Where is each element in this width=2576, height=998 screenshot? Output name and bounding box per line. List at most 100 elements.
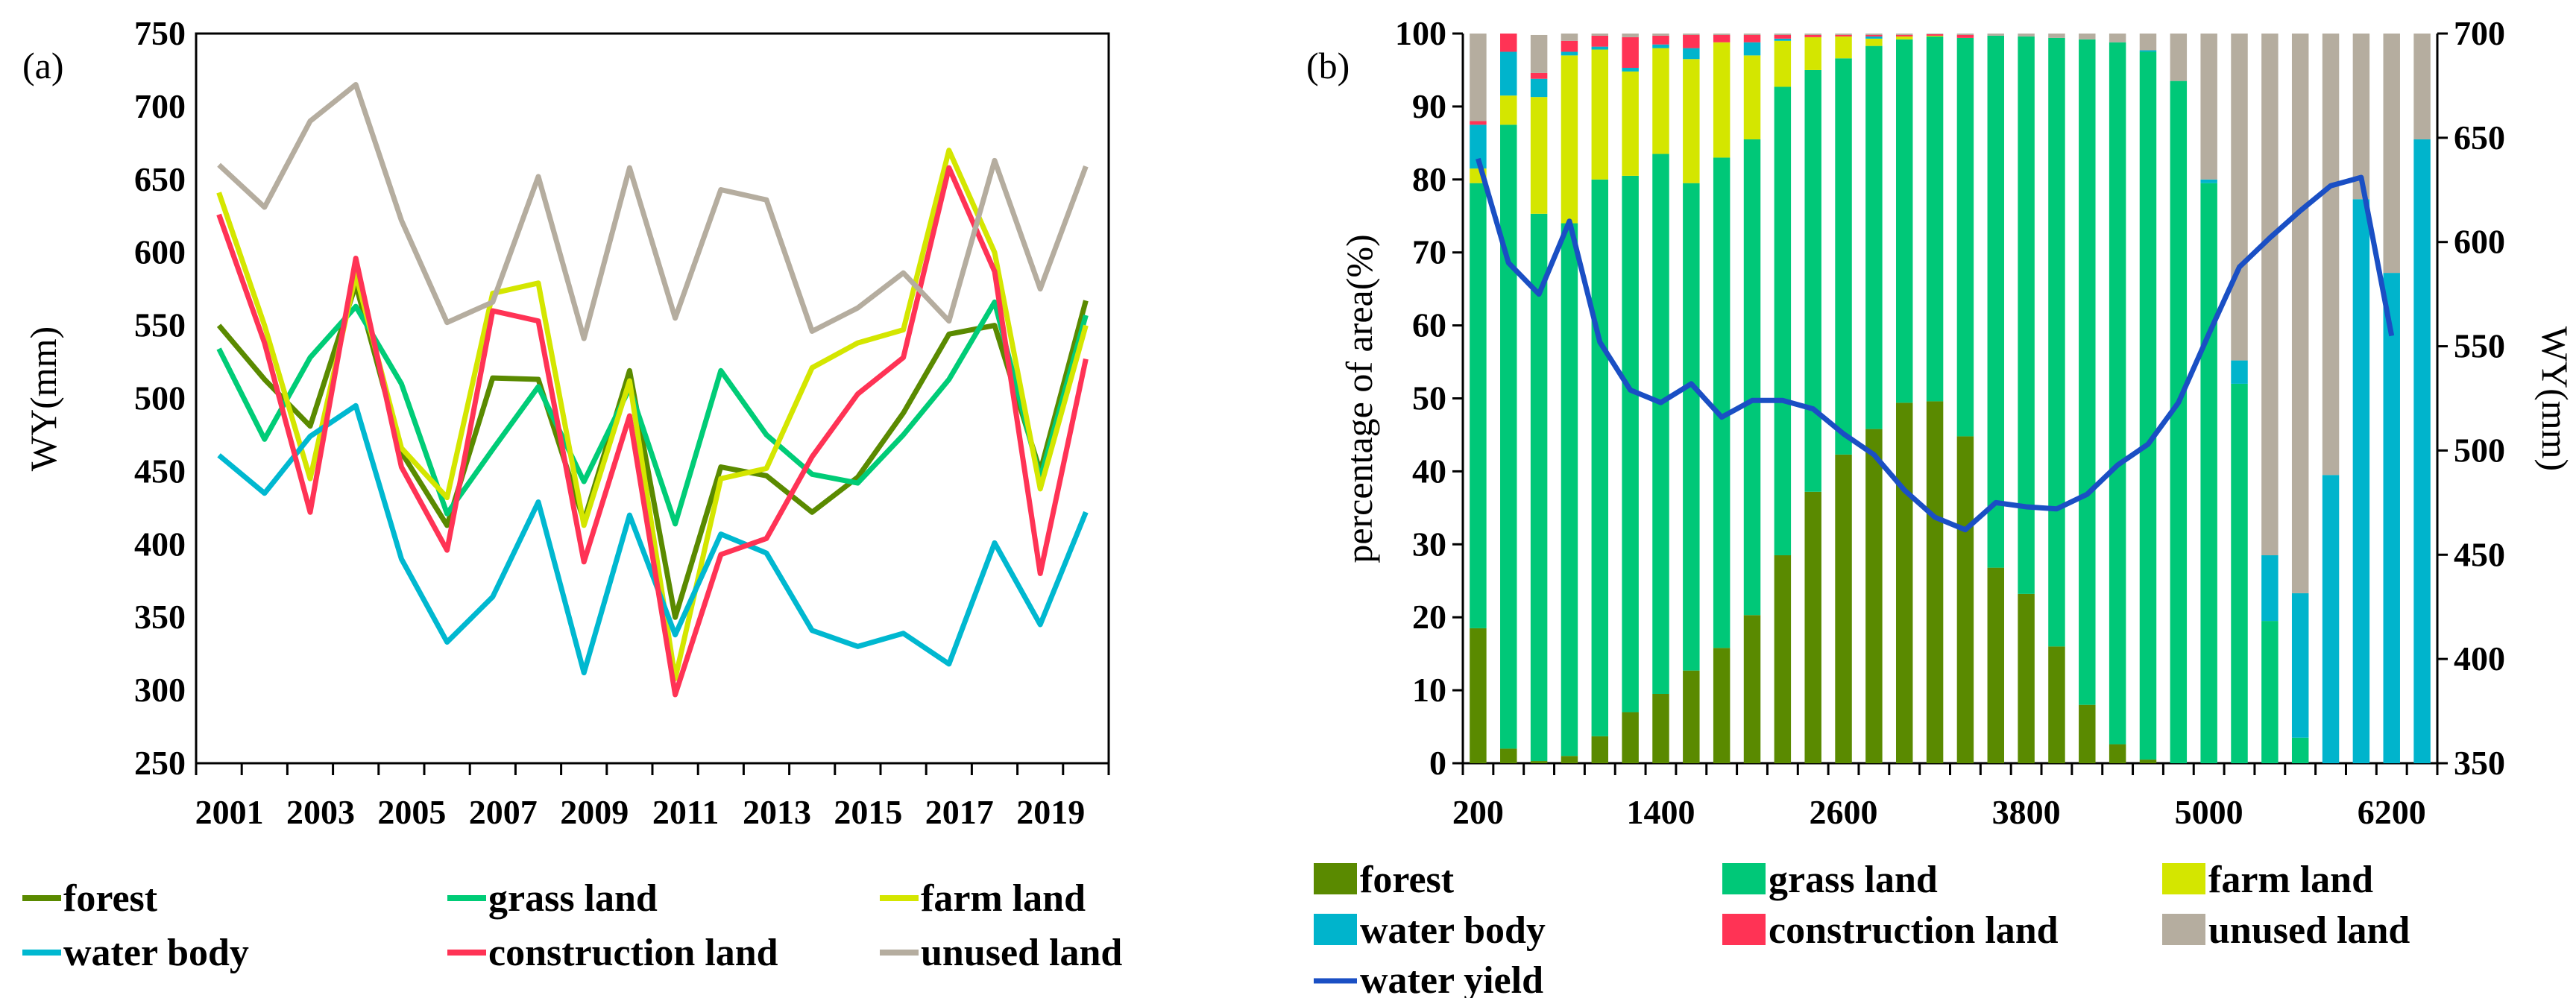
x-tick-label: 6200 <box>2358 793 2426 831</box>
bar-segment-grass-land <box>2200 183 2217 763</box>
legend-label: farm land <box>2208 859 2373 901</box>
bar-segment-forest <box>1713 648 1731 763</box>
bar-segment-water-body <box>2200 179 2217 183</box>
x-tick-label: 2007 <box>469 793 538 831</box>
bar-segment-unused-land <box>1835 34 1852 35</box>
bar-segment-unused-land <box>2261 34 2279 555</box>
bar-segment-water-body <box>2383 273 2400 763</box>
bar-segment-water-body <box>1652 44 1669 48</box>
bar-segment-grass-land <box>2170 80 2188 763</box>
bar-segment-unused-land <box>1774 34 1792 35</box>
bar-segment-water-body <box>1774 38 1792 41</box>
bar-segment-forest <box>2139 759 2157 763</box>
bar-segment-grass-land <box>2048 37 2065 647</box>
legend-label: water body <box>1360 909 1546 952</box>
legend-swatch <box>2162 914 2205 945</box>
y-tick-label: 20 <box>1412 598 1446 636</box>
bar-segment-unused-land <box>1530 34 1548 73</box>
bar-segment-forest <box>1835 454 1852 763</box>
bar-segment-forest <box>1987 567 2004 763</box>
y-tick-label: 450 <box>134 452 186 490</box>
bar-segment-grass-land <box>1500 124 1517 749</box>
bar-segment-water-body <box>1470 124 1487 169</box>
legend-swatch <box>1722 914 1766 945</box>
bar-segment-forest <box>2018 593 2035 763</box>
legend-label: forest <box>63 877 158 920</box>
legend-label: unused land <box>2208 909 2410 952</box>
bar-segment-unused-land <box>1865 34 1883 35</box>
y-tick-label: 90 <box>1412 87 1446 125</box>
legend-label: water body <box>63 932 249 974</box>
bar-segment-forest <box>1652 693 1669 763</box>
bar-segment-unused-land <box>2109 34 2126 42</box>
bar-segment-farm-land <box>1683 59 1700 183</box>
bar-segment-unused-land <box>1743 34 1761 35</box>
bar-segment-farm-land <box>1652 48 1669 154</box>
bar-segment-construction-land <box>1652 35 1669 45</box>
bar-segment-construction-land <box>1743 34 1761 42</box>
x-tick-label: 2013 <box>743 793 811 831</box>
bar-segment-grass-land <box>2109 42 2126 745</box>
x-tick-label: 3800 <box>1992 793 2061 831</box>
bar-segment-forest <box>1561 756 1578 763</box>
bar-segment-farm-land <box>1561 55 1578 224</box>
y-tick-label-right: 500 <box>2454 431 2505 469</box>
bar-segment-grass-land <box>1835 58 1852 455</box>
bar-segment-grass-land <box>1713 157 1731 648</box>
bar-segment-unused-land <box>2231 34 2248 361</box>
bar-segment-water-body <box>1622 68 1639 72</box>
water-yield-line <box>1476 157 2395 533</box>
bar-segment-construction-land <box>1926 34 1944 36</box>
bar-segment-water-body <box>1683 48 1700 60</box>
bar-segment-forest <box>1926 401 1944 763</box>
bar-segment-farm-land <box>1835 36 1852 59</box>
bar-segment-construction-land <box>1683 34 1700 48</box>
bar-segment-construction-land <box>1530 72 1548 79</box>
bar-segment-construction-land <box>1561 40 1578 52</box>
bar-segment-forest <box>1804 491 1821 763</box>
bar-segment-unused-land <box>2413 34 2431 139</box>
bar-segment-unused-land <box>2139 34 2157 51</box>
bar-segment-grass-land <box>2139 51 2157 760</box>
series-line-unused-land <box>217 82 1089 341</box>
legend-label: water yield <box>1360 959 1543 998</box>
y-tick-label-right: 550 <box>2454 327 2505 365</box>
bar-segment-water-body <box>1500 51 1517 96</box>
x-tick-label: 2003 <box>286 793 355 831</box>
bar-segment-unused-land <box>2079 34 2096 40</box>
bar-segment-forest <box>1956 436 1974 763</box>
y-tick-label: 750 <box>134 14 186 52</box>
bar-segment-unused-land <box>2018 34 2035 37</box>
y-tick-label: 550 <box>134 306 186 344</box>
bar-segment-grass-land <box>2261 621 2279 763</box>
y-tick-label: 30 <box>1412 525 1446 563</box>
bar-segment-farm-land <box>1591 49 1609 180</box>
bar-segment-unused-land <box>1470 34 1487 121</box>
x-tick-label: 2017 <box>925 793 994 831</box>
bar-segment-farm-land <box>1530 97 1548 214</box>
legend-swatch <box>2162 863 2205 894</box>
y-tick-label: 40 <box>1412 452 1446 490</box>
bar-segment-construction-land <box>1835 34 1852 37</box>
bar-segment-construction-land <box>1500 34 1517 52</box>
y-tick-label: 300 <box>134 671 186 709</box>
y-tick-label: 650 <box>134 160 186 198</box>
legend-swatch <box>1314 863 1357 894</box>
y-tick-label: 60 <box>1412 306 1446 344</box>
bar-segment-grass-land <box>1561 223 1578 757</box>
x-tick-label: 2001 <box>195 793 264 831</box>
legend-label: construction land <box>488 932 778 974</box>
x-tick-label: 2015 <box>834 793 902 831</box>
bar-segment-construction-land <box>1896 34 1913 37</box>
bar-segment-grass-land <box>1470 183 1487 628</box>
x-tick-label: 2009 <box>560 793 629 831</box>
bar-segment-forest <box>1530 761 1548 763</box>
legend-label: unused land <box>921 932 1122 974</box>
bar-segment-water-body <box>1743 42 1761 56</box>
bar-segment-unused-land <box>1713 34 1731 35</box>
bar-segment-farm-land <box>1804 37 1821 70</box>
bar-segment-unused-land <box>2048 34 2065 38</box>
legend-swatch <box>1314 914 1357 945</box>
bar-segment-unused-land <box>1652 34 1669 36</box>
